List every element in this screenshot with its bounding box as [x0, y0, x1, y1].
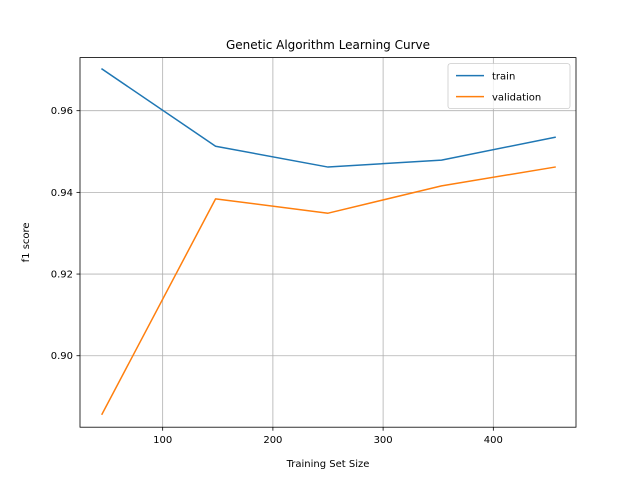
y-tick-label: 0.90 [51, 351, 73, 362]
ticks: 100 200 300 400 0.90 0.92 0.94 0.96 [51, 106, 503, 446]
series-line-train [100, 67, 556, 168]
x-tick-label: 300 [374, 435, 393, 446]
series-lines [100, 67, 556, 416]
y-tick-label: 0.94 [51, 188, 73, 199]
x-axis-title: Training Set Size [286, 459, 370, 470]
series-line-validation [101, 166, 556, 416]
x-tick-label: 400 [484, 435, 503, 446]
legend-label-validation: validation [492, 93, 541, 104]
y-tick-label: 0.96 [51, 106, 73, 117]
plot-frame [79, 57, 577, 428]
y-tick-label: 0.92 [51, 270, 73, 281]
legend-label-train: train [492, 72, 515, 83]
y-axis-title: f1 score [21, 222, 32, 262]
x-tick-label: 200 [263, 435, 282, 446]
legend: train validation [447, 63, 571, 109]
x-tick-label: 100 [153, 435, 172, 446]
chart-title: Genetic Algorithm Learning Curve [226, 38, 430, 52]
